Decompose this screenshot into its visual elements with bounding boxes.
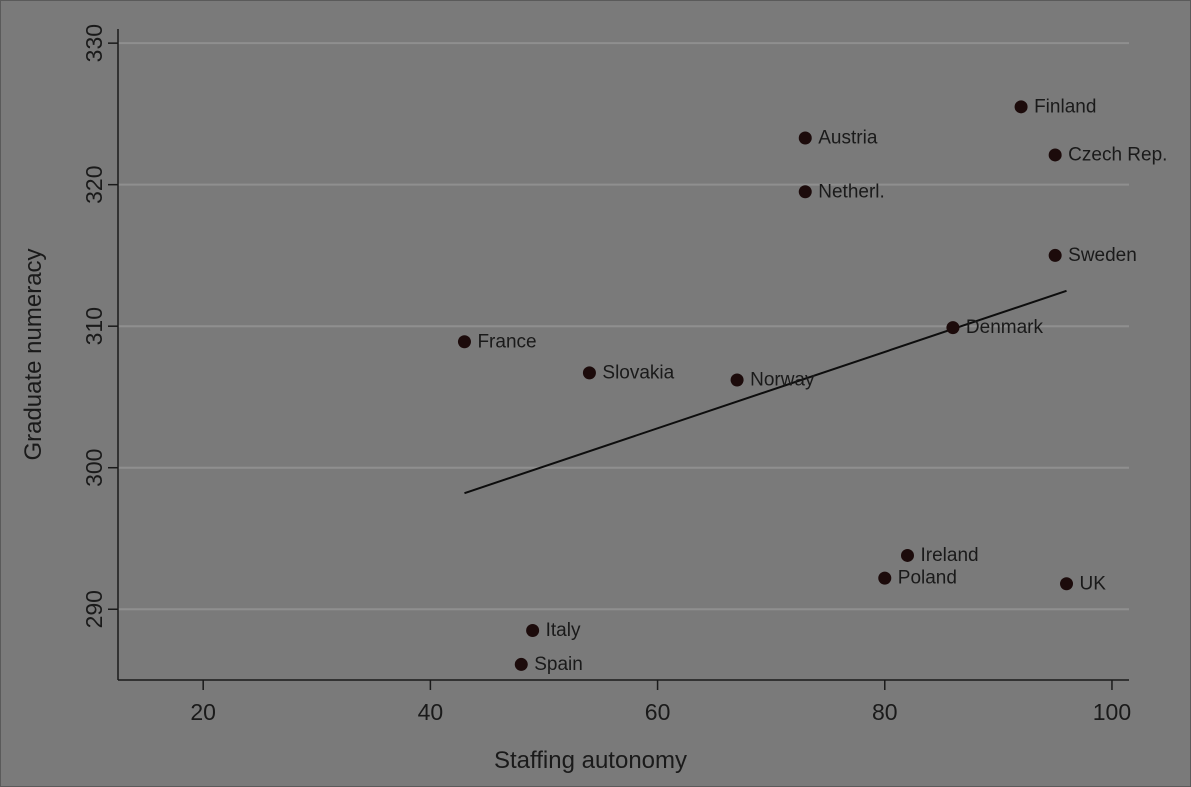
gridlines <box>118 42 1129 611</box>
axes <box>117 29 1129 681</box>
data-point <box>946 321 960 335</box>
point-label: Sweden <box>1068 245 1137 266</box>
y-tick-label: 330 <box>81 24 107 62</box>
y-axis-title: Graduate numeracy <box>20 248 47 460</box>
x-axis-title: Staffing autonomy <box>494 747 687 774</box>
data-point <box>1060 577 1074 591</box>
fit-line <box>464 289 1067 495</box>
x-tick-label: 40 <box>418 699 444 725</box>
x-tick-label: 60 <box>645 699 671 725</box>
point-label: Netherl. <box>818 181 885 202</box>
point-label: UK <box>1080 573 1107 594</box>
point-label: Ireland <box>920 545 978 566</box>
data-point <box>514 657 528 671</box>
data-point <box>457 335 471 349</box>
y-tick-label: 320 <box>81 165 107 203</box>
point-label: Norway <box>750 369 815 390</box>
x-tick-label: 100 <box>1093 699 1131 725</box>
fit-line-group <box>464 289 1067 495</box>
data-point <box>878 571 892 585</box>
x-tick-label: 20 <box>190 699 216 725</box>
point-label: Italy <box>546 620 581 641</box>
x-tick-label: 80 <box>872 699 898 725</box>
data-point <box>798 185 812 199</box>
point-label: Poland <box>898 568 957 589</box>
point-label: Denmark <box>966 317 1044 338</box>
y-tick-label: 310 <box>81 307 107 345</box>
point-label: Finland <box>1034 96 1096 117</box>
data-point <box>730 373 744 387</box>
data-point <box>526 623 540 637</box>
data-point <box>798 131 812 145</box>
point-label: France <box>477 331 536 352</box>
point-label: Czech Rep. <box>1068 144 1167 165</box>
point-label: Austria <box>818 127 878 148</box>
data-point <box>1048 248 1062 262</box>
y-tick-label: 300 <box>81 449 107 487</box>
point-label: Spain <box>534 654 583 675</box>
point-label: Slovakia <box>602 362 674 383</box>
data-point <box>900 548 914 562</box>
data-point <box>582 366 596 380</box>
y-tick-label: 290 <box>81 590 107 628</box>
data-points: Finland Austria Czech Rep. Netherl. Sweden De… <box>457 96 1167 675</box>
data-point <box>1014 100 1028 114</box>
data-point <box>1048 148 1062 162</box>
ticks: 290 300 310 320 330 20 40 60 80 100 <box>81 24 1131 725</box>
